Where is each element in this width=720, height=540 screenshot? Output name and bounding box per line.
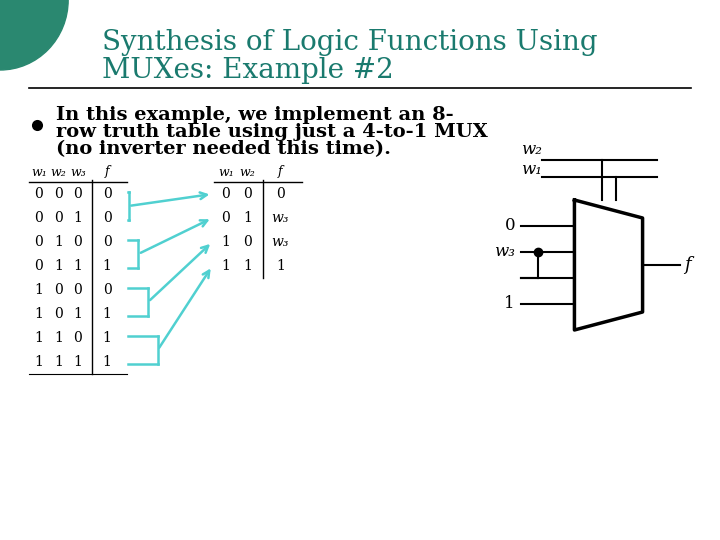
- Text: 0: 0: [103, 283, 112, 297]
- Text: 0: 0: [35, 235, 43, 249]
- Text: 1: 1: [222, 235, 230, 249]
- Text: w₃: w₃: [271, 211, 289, 225]
- Text: w₂: w₂: [50, 165, 66, 179]
- Text: f: f: [685, 256, 691, 274]
- Text: 1: 1: [243, 259, 252, 273]
- Text: 0: 0: [243, 235, 252, 249]
- Text: MUXes: Example #2: MUXes: Example #2: [102, 57, 394, 84]
- Text: 1: 1: [222, 259, 230, 273]
- Text: 1: 1: [73, 307, 82, 321]
- Text: 0: 0: [54, 307, 63, 321]
- Text: 0: 0: [35, 187, 43, 201]
- Text: 0: 0: [73, 235, 82, 249]
- Text: 1: 1: [103, 259, 112, 273]
- Text: 1: 1: [54, 355, 63, 369]
- Text: 1: 1: [54, 235, 63, 249]
- Text: f: f: [105, 165, 109, 179]
- Text: (no inverter needed this time).: (no inverter needed this time).: [56, 140, 392, 158]
- Text: 0: 0: [103, 211, 112, 225]
- Text: In this example, we implement an 8-: In this example, we implement an 8-: [56, 106, 454, 124]
- Text: 1: 1: [35, 355, 43, 369]
- Text: 0: 0: [35, 211, 43, 225]
- Text: 1: 1: [103, 307, 112, 321]
- Text: 1: 1: [73, 355, 82, 369]
- Text: 1: 1: [54, 331, 63, 345]
- Text: w₂: w₂: [521, 141, 541, 159]
- Text: 1: 1: [73, 211, 82, 225]
- Text: 1: 1: [35, 307, 43, 321]
- Text: 0: 0: [54, 211, 63, 225]
- Text: w₃: w₃: [494, 244, 515, 260]
- Text: 1: 1: [35, 283, 43, 297]
- Text: w₁: w₁: [521, 161, 541, 179]
- Text: 0: 0: [222, 211, 230, 225]
- Text: row truth table using just a 4-to-1 MUX: row truth table using just a 4-to-1 MUX: [56, 123, 488, 141]
- Text: 1: 1: [103, 331, 112, 345]
- Text: 0: 0: [54, 187, 63, 201]
- Circle shape: [0, 0, 68, 70]
- Text: w₁: w₁: [31, 165, 47, 179]
- Text: 1: 1: [276, 259, 285, 273]
- Text: 0: 0: [103, 235, 112, 249]
- Text: f: f: [278, 165, 283, 179]
- Text: 1: 1: [243, 211, 252, 225]
- Text: 1: 1: [103, 355, 112, 369]
- Text: 0: 0: [103, 187, 112, 201]
- Text: 0: 0: [243, 187, 252, 201]
- Text: 0: 0: [73, 187, 82, 201]
- Text: 0: 0: [73, 331, 82, 345]
- Text: 1: 1: [54, 259, 63, 273]
- Text: w₁: w₁: [218, 165, 234, 179]
- Text: 1: 1: [73, 259, 82, 273]
- Text: 0: 0: [505, 218, 515, 234]
- Text: 0: 0: [276, 187, 285, 201]
- Text: 0: 0: [222, 187, 230, 201]
- Text: 0: 0: [35, 259, 43, 273]
- Text: 0: 0: [73, 283, 82, 297]
- Text: w₃: w₃: [70, 165, 86, 179]
- Text: w₃: w₃: [271, 235, 289, 249]
- Text: Synthesis of Logic Functions Using: Synthesis of Logic Functions Using: [102, 30, 598, 57]
- Text: 1: 1: [505, 295, 515, 313]
- Text: 1: 1: [35, 331, 43, 345]
- Text: 0: 0: [54, 283, 63, 297]
- Text: w₂: w₂: [240, 165, 255, 179]
